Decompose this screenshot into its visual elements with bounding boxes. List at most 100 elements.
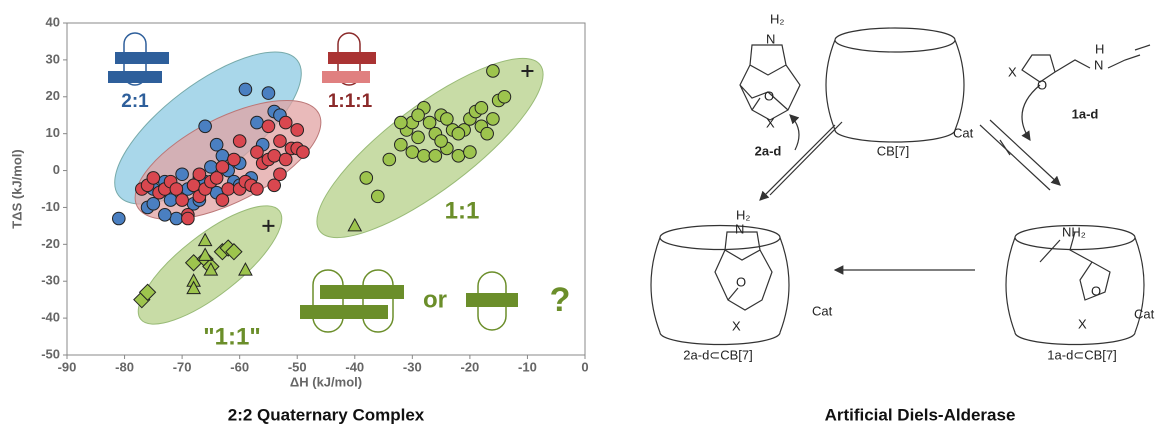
point	[411, 108, 425, 123]
complex-label: 2a-d⊂CB[7]	[683, 347, 752, 362]
x-tick-label: -40	[345, 359, 364, 374]
point	[250, 182, 264, 196]
annotation: 2:1	[121, 91, 149, 112]
point	[463, 145, 477, 159]
point	[474, 101, 489, 115]
point	[215, 160, 230, 174]
point	[434, 134, 448, 148]
point	[394, 115, 408, 130]
point	[203, 262, 219, 276]
point	[411, 130, 425, 145]
y-tick-label: 40	[46, 14, 60, 29]
point	[197, 247, 213, 261]
y-tick-label: 10	[46, 125, 60, 140]
atom-label: H₂	[770, 11, 784, 26]
icon-2-1	[108, 32, 169, 86]
point	[440, 112, 454, 126]
x-tick-label: -50	[288, 359, 307, 374]
atom-label: N	[766, 31, 775, 46]
point	[262, 219, 275, 232]
point	[451, 149, 466, 163]
annotation: 1:1	[445, 197, 480, 224]
atom-label: X	[766, 115, 775, 130]
point	[232, 134, 247, 148]
atom-label: O	[1037, 77, 1047, 92]
x-tick-label: -30	[403, 359, 422, 374]
x-tick-label: -10	[518, 359, 537, 374]
y-tick-label: 0	[53, 162, 60, 177]
y-tick-label: 30	[46, 51, 60, 66]
point	[225, 243, 243, 261]
atom-label: O	[764, 88, 774, 103]
cat-label: Cat	[812, 303, 833, 318]
point	[422, 115, 437, 130]
point	[227, 152, 241, 167]
point	[198, 119, 212, 134]
point	[417, 149, 431, 163]
point	[209, 171, 224, 185]
y-axis-label: TΔS (kJ/mol)	[9, 149, 24, 228]
x-tick-label: -20	[460, 359, 479, 374]
cucurbituril	[1005, 224, 1145, 346]
complex-label: 1a-d⊂CB[7]	[1047, 347, 1116, 362]
point	[394, 137, 408, 152]
point	[267, 149, 282, 163]
atom-label: O	[736, 274, 746, 289]
x-tick-label: -90	[58, 359, 77, 374]
cucurbituril	[825, 27, 965, 143]
cat-label: Cat	[953, 125, 974, 140]
y-tick-label: -20	[41, 236, 60, 251]
point	[175, 167, 189, 182]
point	[181, 211, 195, 226]
atom-label: N	[735, 221, 744, 236]
y-tick-label: 20	[46, 88, 60, 103]
scatter-chart: TΔS (kJ/mol) ΔH (kJ/mol) 2:2 Quaternary …	[9, 14, 588, 424]
x-axis-label: ΔH (kJ/mol)	[290, 374, 362, 389]
point	[250, 115, 264, 130]
point	[146, 196, 161, 211]
point	[138, 283, 157, 301]
host-label: CB[7]	[877, 143, 910, 158]
point	[405, 145, 420, 159]
point	[428, 149, 443, 163]
point	[158, 208, 172, 222]
point	[192, 167, 207, 182]
point	[273, 134, 287, 148]
point	[209, 137, 224, 152]
annotation: "1:1"	[203, 323, 260, 350]
point	[146, 171, 161, 185]
point	[261, 119, 276, 134]
point	[278, 115, 293, 130]
point	[169, 182, 184, 196]
point	[238, 82, 253, 97]
x-tick-label: -80	[115, 359, 134, 374]
compound-label: 1a-d	[1072, 106, 1099, 121]
atom-label: X	[732, 318, 741, 333]
point	[250, 145, 264, 159]
point	[451, 126, 466, 141]
icon-1-1-1	[322, 32, 376, 86]
x-tick-label: -60	[230, 359, 249, 374]
diagram: H₂ N O X 2a-d X O H N 1a-d CB[7] Cat H₂ …	[650, 11, 1155, 424]
atom-label: X	[1078, 316, 1087, 331]
point	[278, 152, 293, 167]
annotation: 1:1:1	[328, 91, 373, 112]
point	[238, 262, 253, 276]
cucurbituril	[650, 224, 790, 346]
point	[347, 217, 363, 232]
atom-label: N	[1094, 57, 1103, 72]
x-tick-label: -70	[173, 359, 192, 374]
y-tick-label: -50	[41, 346, 60, 361]
point	[486, 112, 500, 126]
atom-label: H₂	[736, 207, 750, 222]
point	[267, 178, 282, 193]
point	[112, 211, 126, 226]
point	[486, 64, 500, 78]
atom-label: H	[1095, 41, 1104, 56]
atom-label: NH₂	[1062, 224, 1086, 239]
point	[521, 64, 534, 77]
atom-label: X	[1008, 64, 1017, 79]
icon-2-2	[300, 269, 518, 333]
point	[221, 182, 235, 196]
cat-label: Cat	[1134, 306, 1155, 321]
